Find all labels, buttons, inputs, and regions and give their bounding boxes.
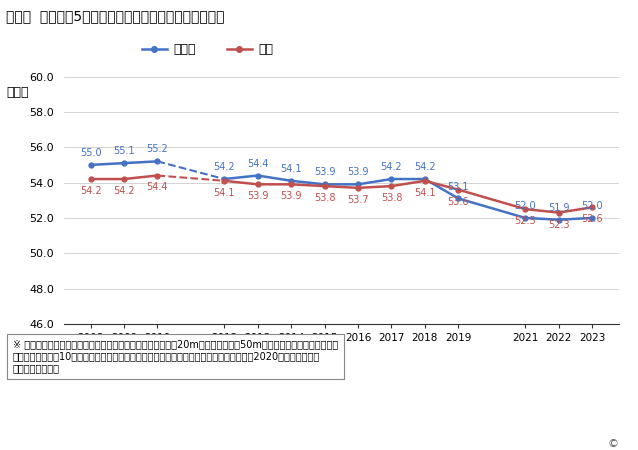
- Text: 54.2: 54.2: [113, 186, 135, 196]
- Text: 54.2: 54.2: [214, 162, 235, 172]
- Legend: 静岡県, 全国: 静岡県, 全国: [137, 38, 278, 61]
- Text: 53.7: 53.7: [347, 195, 369, 205]
- Text: ※ 総合点は、握力、上体起こし、長座体前屈、反復横とび、20mシャトルラン、50m走、立ち幅とび、ソフトボー
ル投げの各種目を10点満点で評価した合計点。評価基: ※ 総合点は、握力、上体起こし、長座体前屈、反復横とび、20mシャトルラン、50…: [13, 340, 338, 373]
- Text: ©: ©: [608, 439, 619, 449]
- Text: 53.9: 53.9: [347, 167, 369, 177]
- Text: 53.1: 53.1: [448, 181, 469, 192]
- Text: 54.2: 54.2: [80, 186, 101, 196]
- Text: 55.2: 55.2: [147, 144, 168, 154]
- Text: 52.5: 52.5: [514, 216, 536, 226]
- Text: 53.8: 53.8: [314, 193, 336, 203]
- Text: 54.1: 54.1: [281, 164, 302, 174]
- Text: 54.1: 54.1: [414, 188, 436, 198]
- Text: 54.4: 54.4: [247, 158, 269, 169]
- Text: 54.1: 54.1: [214, 188, 235, 198]
- Text: 54.2: 54.2: [414, 162, 436, 172]
- Text: 52.0: 52.0: [514, 201, 536, 211]
- Text: 52.6: 52.6: [581, 214, 603, 224]
- Text: 54.2: 54.2: [381, 162, 403, 172]
- Text: 53.9: 53.9: [247, 191, 269, 201]
- Text: 54.4: 54.4: [147, 182, 168, 193]
- Text: ［点］: ［点］: [6, 86, 29, 99]
- Text: 52.3: 52.3: [548, 220, 570, 230]
- Text: 53.9: 53.9: [314, 167, 336, 177]
- Text: 53.6: 53.6: [448, 197, 469, 207]
- Text: 53.8: 53.8: [381, 193, 402, 203]
- Text: 52.0: 52.0: [581, 201, 603, 211]
- Text: 静岡県  男子小学5年生の体力運動能力は向上しているか: 静岡県 男子小学5年生の体力運動能力は向上しているか: [6, 9, 225, 23]
- Text: 55.1: 55.1: [113, 146, 135, 156]
- Text: 51.9: 51.9: [548, 203, 570, 213]
- Text: 55.0: 55.0: [80, 148, 101, 158]
- Text: 53.9: 53.9: [281, 191, 302, 201]
